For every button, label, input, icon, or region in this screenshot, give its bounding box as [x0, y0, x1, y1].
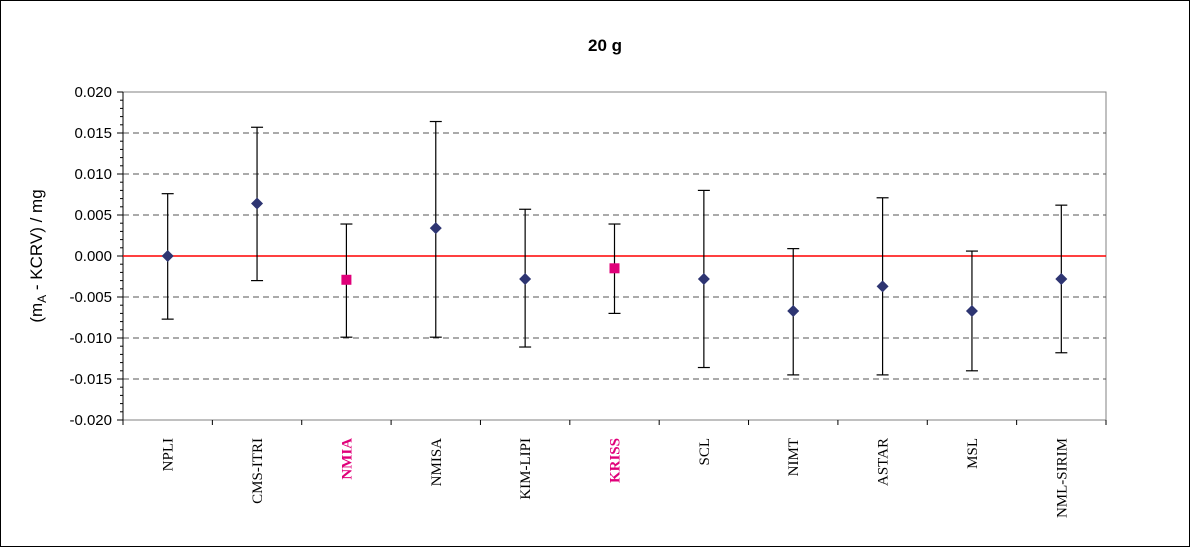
- y-tick-label: -0.020: [69, 412, 112, 429]
- y-tick-label: 0.015: [74, 125, 112, 142]
- data-point-diamond: [1055, 272, 1068, 285]
- x-tick-label: ASTAR: [876, 438, 892, 486]
- chart-title: 20 g: [588, 36, 622, 55]
- y-tick-label: 0.010: [74, 166, 112, 183]
- y-tick-label: -0.015: [69, 371, 112, 388]
- y-axis-label: (mA - KCRV) / mg: [27, 189, 49, 322]
- y-tick-label: 0.005: [74, 207, 112, 224]
- x-tick-label: NMIA: [339, 438, 355, 480]
- x-tick-label: NPLI: [161, 438, 177, 471]
- y-tick-label: 0.000: [74, 248, 112, 265]
- x-tick-label: CMS-ITRI: [250, 438, 266, 504]
- data-point-diamond: [429, 222, 442, 235]
- data-point-square: [609, 263, 620, 274]
- data-point-diamond: [161, 250, 174, 262]
- data-point-diamond: [697, 272, 710, 285]
- y-axis-label-subscript: A: [35, 295, 49, 303]
- data-point-diamond: [965, 304, 978, 317]
- data-point-square: [341, 274, 352, 285]
- x-tick-label: NML-SIRIM: [1054, 438, 1070, 518]
- x-tick-label: KIM-LIPI: [518, 438, 534, 500]
- plot-area: -0.020 -0.015 -0.010 -0.005 0.000 0.005 0.010 0…: [69, 84, 1107, 518]
- y-tick-label: 0.020: [74, 84, 112, 101]
- x-tick-label: NIMT: [786, 438, 802, 476]
- x-tick-label: KRISS: [608, 438, 624, 483]
- y-axis-label-prefix: (m: [27, 303, 46, 323]
- data-point-diamond: [251, 197, 264, 210]
- data-point-diamond: [787, 304, 800, 317]
- x-tick-label: NMISA: [429, 438, 445, 487]
- data-point-diamond: [519, 272, 532, 285]
- y-axis-label-suffix: - KCRV) / mg: [27, 189, 46, 294]
- y-tick-label: -0.005: [69, 289, 112, 306]
- x-tick-label: MSL: [965, 438, 981, 469]
- data-point-diamond: [876, 280, 889, 293]
- x-tick-label: SCL: [697, 438, 713, 466]
- y-tick-label: -0.010: [69, 330, 112, 347]
